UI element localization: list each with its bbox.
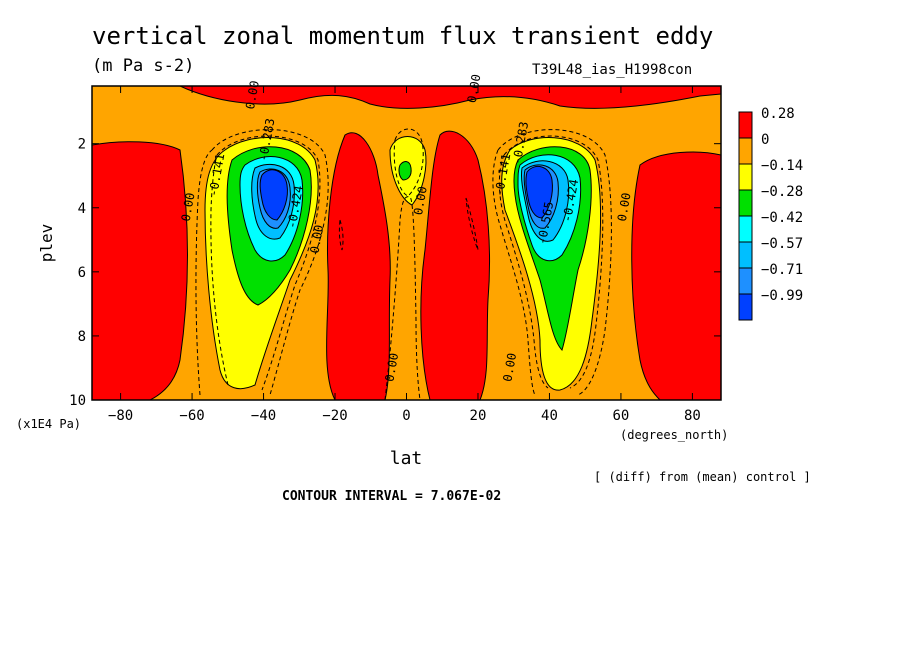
x-tick-label: 40 <box>541 408 558 424</box>
colorbar-label: −0.14 <box>761 158 803 174</box>
y-tick-label: 6 <box>78 265 86 281</box>
colorbar-swatch <box>738 163 753 191</box>
colorbar: 0.28 0 −0.14 −0.28 −0.42 −0.57 −0.71 −0.99 <box>738 106 803 321</box>
y-axis-units: (x1E4 Pa) <box>16 417 81 431</box>
y-axis: 2 4 6 8 10 <box>69 137 721 409</box>
x-tick-label: 60 <box>613 408 630 424</box>
blue-core-south <box>259 169 288 221</box>
x-tick-label: 80 <box>684 408 701 424</box>
x-tick-label: 20 <box>470 408 487 424</box>
colorbar-swatch <box>738 293 753 321</box>
colorbar-swatch <box>738 267 753 295</box>
difference-note: [ (diff) from (mean) control ] <box>594 470 811 484</box>
contour-label: 0.00 <box>307 224 326 255</box>
colorbar-label: 0 <box>761 132 769 148</box>
red-region-north-polar <box>631 151 721 400</box>
x-axis: −80 −60 −40 −20 0 20 40 60 80 <box>108 86 701 424</box>
x-tick-label: −20 <box>322 408 347 424</box>
colorbar-swatch <box>738 241 753 269</box>
colorbar-swatch <box>738 111 753 139</box>
contour-interval-label: CONTOUR INTERVAL = 7.067E-02 <box>282 489 502 504</box>
colorbar-swatch <box>738 137 753 165</box>
contour-label: 0.00 <box>243 79 262 110</box>
contour-label: 0.00 <box>382 352 401 383</box>
x-axis-units: (degrees_north) <box>620 428 728 442</box>
x-tick-label: −80 <box>108 408 133 424</box>
chart-units: (m Pa s-2) <box>92 56 195 76</box>
red-region-south-center <box>326 132 391 400</box>
red-region-top <box>179 86 721 109</box>
x-axis-title: lat <box>390 448 423 469</box>
contour-label: 0.00 <box>615 192 634 223</box>
y-tick-label: 10 <box>69 393 86 409</box>
colorbar-swatch <box>738 189 753 217</box>
chart-title: vertical zonal momentum flux transient e… <box>92 22 714 50</box>
run-label: T39L48_ias_H1998con <box>532 62 693 78</box>
y-tick-label: 2 <box>78 137 86 153</box>
contour-label: 0.00 <box>411 185 430 216</box>
x-tick-label: 0 <box>402 408 410 424</box>
dashed-contour <box>497 129 612 396</box>
red-region-south-polar <box>92 141 188 400</box>
x-tick-label: −60 <box>179 408 204 424</box>
dashed-contour <box>498 154 549 389</box>
colorbar-label: −0.28 <box>761 184 803 200</box>
dashed-contour <box>211 129 329 396</box>
dashed-contour <box>195 149 213 396</box>
dashed-contour <box>492 149 536 396</box>
dashed-contour <box>210 154 229 386</box>
dashed-contour <box>503 135 604 389</box>
blue-core-north <box>525 165 553 219</box>
y-tick-label: 8 <box>78 329 86 345</box>
contour-label: 0.00 <box>500 352 519 383</box>
colorbar-label: −0.99 <box>761 288 803 304</box>
green-region-equator <box>398 161 412 181</box>
y-axis-title: plev <box>37 224 56 263</box>
dashed-contour <box>384 196 421 400</box>
dashed-contour <box>393 128 424 197</box>
colorbar-label: 0.28 <box>761 106 795 122</box>
colorbar-swatch <box>738 215 753 243</box>
dashed-contour <box>216 135 321 391</box>
y-tick-label: 4 <box>78 201 86 217</box>
contour-label: 0.00 <box>179 192 198 223</box>
contour-label: 0.00 <box>465 73 484 104</box>
colorbar-label: −0.42 <box>761 210 803 226</box>
negative-contour-lines <box>195 128 612 400</box>
red-region-north-center <box>420 130 491 400</box>
colorbar-label: −0.71 <box>761 262 803 278</box>
colorbar-label: −0.57 <box>761 236 803 252</box>
x-tick-label: −40 <box>251 408 276 424</box>
dashed-contour <box>338 219 344 251</box>
contour-fill-area <box>92 86 721 400</box>
